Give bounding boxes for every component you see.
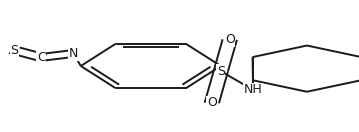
Text: O: O <box>225 33 235 46</box>
Text: O: O <box>207 96 217 109</box>
Text: C: C <box>37 51 46 64</box>
Text: S: S <box>217 65 225 78</box>
Text: S: S <box>10 44 18 57</box>
Text: N: N <box>69 47 78 60</box>
Text: NH: NH <box>244 83 262 96</box>
